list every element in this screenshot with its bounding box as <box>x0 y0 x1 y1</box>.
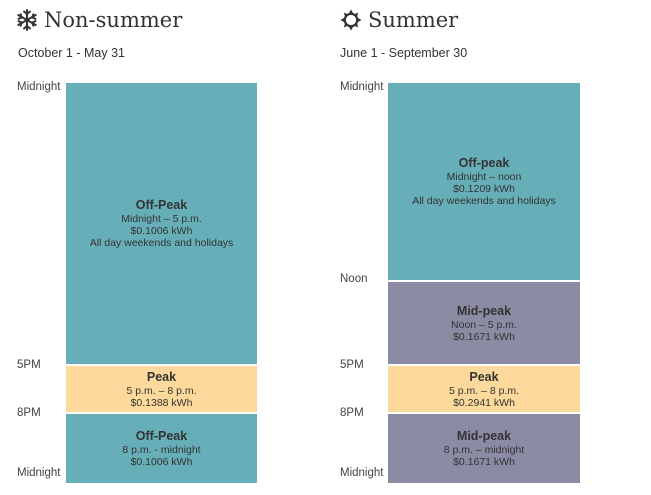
summer-midpeak-night: Mid-peak 8 p.m. – midnight $0.1671 kWh <box>388 414 580 483</box>
segment-hours: 8 p.m. – midnight <box>443 444 525 456</box>
tick-midnight-end: Midnight <box>340 467 384 479</box>
segment-rate: $0.1671 kWh <box>453 456 515 468</box>
sun-icon <box>340 9 362 31</box>
summer-offpeak: Off-peak Midnight – noon $0.1209 kWh All… <box>388 83 580 280</box>
segment-name: Off-Peak <box>135 429 188 443</box>
segment-hours: 5 p.m. – 8 p.m. <box>126 384 197 397</box>
segment-note: All day weekends and holidays <box>412 195 556 207</box>
segment-name: Peak <box>146 369 177 384</box>
nonsummer-offpeak-day: Off-Peak Midnight – 5 p.m. $0.1006 kWh A… <box>66 83 257 364</box>
segment-hours: 5 p.m. – 8 p.m. <box>448 384 520 397</box>
nonsummer-offpeak-night: Off-Peak 8 p.m. - midnight $0.1006 kWh <box>66 414 257 483</box>
segment-rate: $0.1671 kWh <box>453 330 515 343</box>
segment-name: Off-peak <box>458 156 510 170</box>
tick-8pm: 8PM <box>17 407 41 419</box>
segment-rate: $0.1006 kWh <box>130 225 193 237</box>
summer-schedule-bar: Off-peak Midnight – noon $0.1209 kWh All… <box>388 83 580 483</box>
nonsummer-schedule-bar: Off-Peak Midnight – 5 p.m. $0.1006 kWh A… <box>66 83 257 483</box>
segment-rate: $0.1209 kWh <box>453 183 515 195</box>
tick-midnight-end: Midnight <box>17 467 61 479</box>
segment-rate: $0.1388 kWh <box>130 396 193 409</box>
segment-hours: Noon – 5 p.m. <box>451 318 517 331</box>
summer-title: Summer <box>340 8 458 32</box>
nonsummer-peak: Peak 5 p.m. – 8 p.m. $0.1388 kWh <box>66 366 257 412</box>
summer-title-text: Summer <box>368 8 459 32</box>
summer-midpeak-day: Mid-peak Noon – 5 p.m. $0.1671 kWh <box>388 282 580 364</box>
tick-noon: Noon <box>340 273 368 285</box>
snowflake-icon <box>16 9 38 31</box>
segment-hours: Midnight – noon <box>446 171 522 183</box>
summer-column: Summer June 1 - September 30 Midnight No… <box>340 0 651 495</box>
segment-note: All day weekends and holidays <box>89 237 234 249</box>
summer-dates: June 1 - September 30 <box>340 46 468 60</box>
nonsummer-title: Non-summer <box>16 8 182 32</box>
tick-5pm: 5PM <box>340 359 364 371</box>
segment-rate: $0.2941 kWh <box>453 396 515 409</box>
tick-5pm: 5PM <box>17 359 41 371</box>
nonsummer-dates: October 1 - May 31 <box>18 46 125 60</box>
segment-hours: 8 p.m. - midnight <box>122 444 201 456</box>
nonsummer-title-text: Non-summer <box>44 8 183 32</box>
segment-name: Mid-peak <box>456 303 512 318</box>
segment-name: Off-Peak <box>135 198 188 212</box>
segment-name: Peak <box>469 369 499 384</box>
segment-hours: Midnight – 5 p.m. <box>121 213 202 225</box>
nonsummer-column: Non-summer October 1 - May 31 Midnight 5… <box>0 0 325 495</box>
tick-midnight-start: Midnight <box>340 81 384 93</box>
segment-rate: $0.1006 kWh <box>130 456 193 468</box>
tick-8pm: 8PM <box>340 407 364 419</box>
segment-name: Mid-peak <box>456 429 512 443</box>
tick-midnight-start: Midnight <box>17 81 61 93</box>
summer-peak: Peak 5 p.m. – 8 p.m. $0.2941 kWh <box>388 366 580 412</box>
